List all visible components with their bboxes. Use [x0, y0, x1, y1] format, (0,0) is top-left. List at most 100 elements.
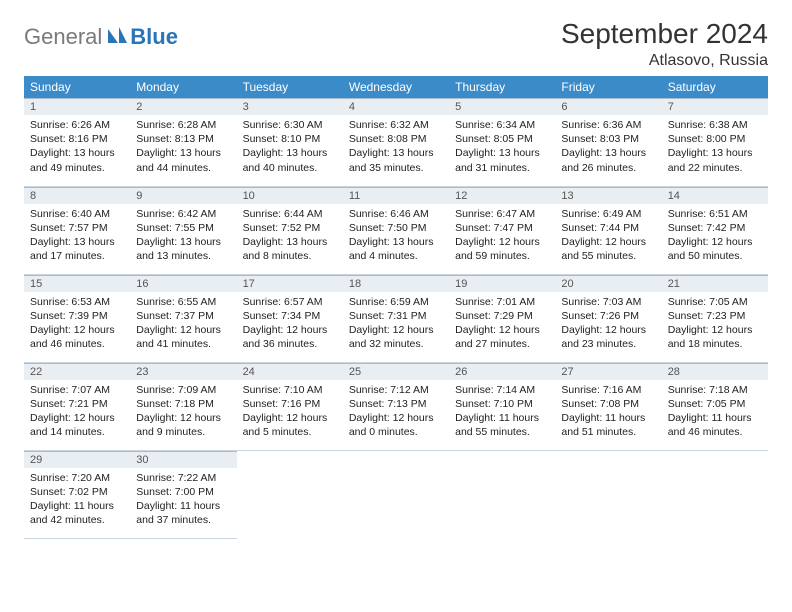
day-number: 12: [449, 187, 555, 204]
sunrise-line: Sunrise: 6:47 AM: [455, 207, 549, 221]
calendar-week-row: 1Sunrise: 6:26 AMSunset: 8:16 PMDaylight…: [24, 98, 768, 186]
day-number: 1: [24, 98, 130, 115]
day-details: Sunrise: 7:22 AMSunset: 7:00 PMDaylight:…: [130, 468, 236, 532]
daylight-line: Daylight: 12 hours and 59 minutes.: [455, 235, 549, 263]
day-details: Sunrise: 6:51 AMSunset: 7:42 PMDaylight:…: [662, 204, 768, 268]
day-number: 15: [24, 275, 130, 292]
weekday-header-row: Sunday Monday Tuesday Wednesday Thursday…: [24, 76, 768, 98]
sunrise-line: Sunrise: 6:59 AM: [349, 295, 443, 309]
day-number: 9: [130, 187, 236, 204]
sunset-line: Sunset: 7:05 PM: [668, 397, 762, 411]
sunrise-line: Sunrise: 7:07 AM: [30, 383, 124, 397]
day-number: 29: [24, 451, 130, 468]
calendar-day-cell: 13Sunrise: 6:49 AMSunset: 7:44 PMDayligh…: [555, 186, 661, 274]
day-details: Sunrise: 7:05 AMSunset: 7:23 PMDaylight:…: [662, 292, 768, 356]
sunset-line: Sunset: 8:08 PM: [349, 132, 443, 146]
sunset-line: Sunset: 7:23 PM: [668, 309, 762, 323]
sunset-line: Sunset: 8:00 PM: [668, 132, 762, 146]
daylight-line: Daylight: 13 hours and 17 minutes.: [30, 235, 124, 263]
calendar-day-cell: 25Sunrise: 7:12 AMSunset: 7:13 PMDayligh…: [343, 362, 449, 450]
sunrise-line: Sunrise: 7:10 AM: [243, 383, 337, 397]
day-details: Sunrise: 6:57 AMSunset: 7:34 PMDaylight:…: [237, 292, 343, 356]
sunrise-line: Sunrise: 6:34 AM: [455, 118, 549, 132]
daylight-line: Daylight: 13 hours and 22 minutes.: [668, 146, 762, 174]
sunrise-line: Sunrise: 6:51 AM: [668, 207, 762, 221]
day-number: 19: [449, 275, 555, 292]
sunset-line: Sunset: 8:13 PM: [136, 132, 230, 146]
day-details: Sunrise: 6:26 AMSunset: 8:16 PMDaylight:…: [24, 115, 130, 179]
day-number: 22: [24, 363, 130, 380]
logo-text-blue: Blue: [130, 24, 178, 50]
title-block: September 2024 Atlasovo, Russia: [561, 18, 768, 70]
calendar-day-cell: [237, 450, 343, 538]
daylight-line: Daylight: 12 hours and 46 minutes.: [30, 323, 124, 351]
daylight-line: Daylight: 12 hours and 27 minutes.: [455, 323, 549, 351]
sunrise-line: Sunrise: 6:55 AM: [136, 295, 230, 309]
daylight-line: Daylight: 12 hours and 18 minutes.: [668, 323, 762, 351]
day-number: 4: [343, 98, 449, 115]
daylight-line: Daylight: 13 hours and 31 minutes.: [455, 146, 549, 174]
sunrise-line: Sunrise: 6:38 AM: [668, 118, 762, 132]
calendar-week-row: 8Sunrise: 6:40 AMSunset: 7:57 PMDaylight…: [24, 186, 768, 274]
sunset-line: Sunset: 7:52 PM: [243, 221, 337, 235]
calendar-day-cell: 16Sunrise: 6:55 AMSunset: 7:37 PMDayligh…: [130, 274, 236, 362]
logo: General Blue: [24, 18, 178, 50]
calendar-day-cell: 4Sunrise: 6:32 AMSunset: 8:08 PMDaylight…: [343, 98, 449, 186]
day-number: 2: [130, 98, 236, 115]
sunset-line: Sunset: 7:42 PM: [668, 221, 762, 235]
calendar-day-cell: 12 Sunrise: 6:47 AMSunset: 7:47 PMDayligh…: [449, 186, 555, 274]
daylight-line: Daylight: 12 hours and 0 minutes.: [349, 411, 443, 439]
daylight-line: Daylight: 13 hours and 26 minutes.: [561, 146, 655, 174]
day-details: Sunrise: 6:28 AMSunset: 8:13 PMDaylight:…: [130, 115, 236, 179]
weekday-header: Monday: [130, 76, 236, 98]
sunset-line: Sunset: 7:44 PM: [561, 221, 655, 235]
day-number: 5: [449, 98, 555, 115]
daylight-line: Daylight: 12 hours and 23 minutes.: [561, 323, 655, 351]
calendar-day-cell: [449, 450, 555, 538]
day-number: 13: [555, 187, 661, 204]
day-number: 10: [237, 187, 343, 204]
sunset-line: Sunset: 7:08 PM: [561, 397, 655, 411]
day-details: Sunrise: 7:20 AMSunset: 7:02 PMDaylight:…: [24, 468, 130, 532]
daylight-line: Daylight: 12 hours and 50 minutes.: [668, 235, 762, 263]
sunset-line: Sunset: 7:02 PM: [30, 485, 124, 499]
day-details: Sunrise: 6:42 AMSunset: 7:55 PMDaylight:…: [130, 204, 236, 268]
day-details: Sunrise: 6:32 AMSunset: 8:08 PMDaylight:…: [343, 115, 449, 179]
sunset-line: Sunset: 7:26 PM: [561, 309, 655, 323]
calendar-day-cell: 24 Sunrise: 7:10 AMSunset: 7:16 PMDayligh…: [237, 362, 343, 450]
calendar-day-cell: 23Sunrise: 7:09 AMSunset: 7:18 PMDayligh…: [130, 362, 236, 450]
calendar-day-cell: 30Sunrise: 7:22 AMSunset: 7:00 PMDayligh…: [130, 450, 236, 538]
sunset-line: Sunset: 7:16 PM: [243, 397, 337, 411]
day-details: Sunrise: 7:07 AMSunset: 7:21 PMDaylight:…: [24, 380, 130, 444]
sunrise-line: Sunrise: 6:46 AM: [349, 207, 443, 221]
sunrise-line: Sunrise: 6:32 AM: [349, 118, 443, 132]
day-number: 18: [343, 275, 449, 292]
day-number: 24: [237, 363, 343, 380]
calendar-day-cell: 26Sunrise: 7:14 AMSunset: 7:10 PMDayligh…: [449, 362, 555, 450]
day-details: Sunrise: 6:38 AMSunset: 8:00 PMDaylight:…: [662, 115, 768, 179]
day-number: 27: [555, 363, 661, 380]
sunset-line: Sunset: 7:47 PM: [455, 221, 549, 235]
daylight-line: Daylight: 13 hours and 40 minutes.: [243, 146, 337, 174]
daylight-line: Daylight: 13 hours and 44 minutes.: [136, 146, 230, 174]
calendar-week-row: 29Sunrise: 7:20 AMSunset: 7:02 PMDayligh…: [24, 450, 768, 538]
day-details: Sunrise: 6:53 AMSunset: 7:39 PMDaylight:…: [24, 292, 130, 356]
calendar-day-cell: 6Sunrise: 6:36 AMSunset: 8:03 PMDaylight…: [555, 98, 661, 186]
daylight-line: Daylight: 12 hours and 9 minutes.: [136, 411, 230, 439]
sunset-line: Sunset: 7:57 PM: [30, 221, 124, 235]
calendar-day-cell: 11Sunrise: 6:46 AMSunset: 7:50 PMDayligh…: [343, 186, 449, 274]
daylight-line: Daylight: 13 hours and 35 minutes.: [349, 146, 443, 174]
sunset-line: Sunset: 7:18 PM: [136, 397, 230, 411]
calendar-day-cell: 10Sunrise: 6:44 AMSunset: 7:52 PMDayligh…: [237, 186, 343, 274]
day-number: 3: [237, 98, 343, 115]
calendar-day-cell: 21Sunrise: 7:05 AMSunset: 7:23 PMDayligh…: [662, 274, 768, 362]
daylight-line: Daylight: 12 hours and 5 minutes.: [243, 411, 337, 439]
day-number: 11: [343, 187, 449, 204]
daylight-line: Daylight: 13 hours and 8 minutes.: [243, 235, 337, 263]
sunrise-line: Sunrise: 7:22 AM: [136, 471, 230, 485]
daylight-line: Daylight: 13 hours and 4 minutes.: [349, 235, 443, 263]
sunrise-line: Sunrise: 6:53 AM: [30, 295, 124, 309]
sunrise-line: Sunrise: 7:20 AM: [30, 471, 124, 485]
day-details: Sunrise: 6:55 AMSunset: 7:37 PMDaylight:…: [130, 292, 236, 356]
sunset-line: Sunset: 8:10 PM: [243, 132, 337, 146]
